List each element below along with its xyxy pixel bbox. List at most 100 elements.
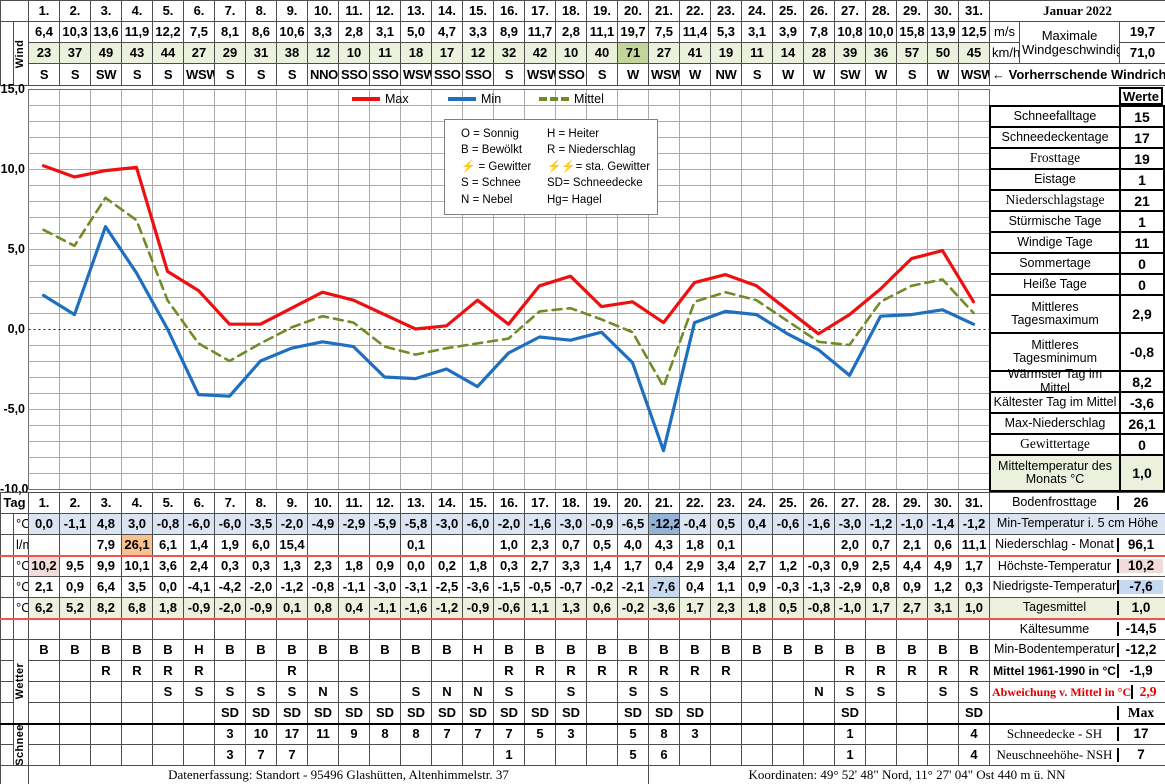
weather-code-cell	[524, 681, 556, 703]
data-cell: -1,1	[369, 597, 401, 620]
right-panel-value: 17	[1117, 726, 1163, 742]
wind-speed-ms-cell: 7,5	[648, 21, 680, 43]
data-cell	[338, 534, 370, 557]
wind-speed-kmh-cell: 23	[28, 42, 60, 64]
weather-code-cell: S	[555, 681, 587, 703]
weather-code-cell: B	[803, 639, 835, 661]
weather-code-entry: N = Nebel	[461, 193, 513, 206]
data-cell: 1,2	[772, 555, 804, 577]
weather-code-cell	[710, 681, 742, 703]
weather-code-cell: R	[679, 660, 711, 682]
data-row: °C2,10,96,43,50,0-4,1-4,2-2,0-1,2-0,8-1,…	[0, 576, 1165, 598]
data-cell: 6,2	[28, 597, 60, 620]
wind-speed-kmh-cell: 12	[462, 42, 494, 64]
weather-code-cell: B	[741, 639, 773, 661]
data-cell: 8,2	[90, 597, 122, 620]
weather-code-cell: SD	[400, 702, 432, 724]
weather-code: Hg	[547, 193, 562, 206]
wind-direction-cell: S	[276, 63, 308, 86]
day-header: 15.	[462, 492, 494, 514]
wind-speed-kmh-cell: 27	[648, 42, 680, 64]
weather-code-column: H = Heiter R = Niederschlag ⚡⚡= sta. Gewit…	[547, 126, 650, 208]
weather-code-cell: R	[865, 660, 897, 682]
day-header: 23.	[710, 492, 742, 514]
wind-speed-ms-cell: 3,3	[462, 21, 494, 43]
data-cell: 0,8	[865, 576, 897, 598]
sidebar-header-spacer	[991, 87, 1119, 105]
sidebar-stat-label: Mittleres Tagesmaximum	[1011, 299, 1099, 327]
weather-code-cell	[927, 722, 959, 745]
weather-code-cell: N	[462, 681, 494, 703]
data-cell: -6,0	[462, 513, 494, 535]
day-header: 11.	[338, 492, 370, 514]
data-cell: -3,5	[245, 513, 277, 535]
weather-code-cell: SD	[276, 702, 308, 724]
day-header: 25.	[772, 0, 804, 22]
weather-code-cell: B	[679, 639, 711, 661]
right-panel-value: 2,9	[1131, 684, 1163, 700]
weather-code-cell: 7	[431, 722, 463, 745]
weather-code-cell	[28, 744, 60, 766]
new-snow-row: 3 7 7 1 5 6 1 4 Neuschneehöhe- NSH 7	[0, 744, 1165, 766]
right-panel-row: Schneedecke - SH 17	[992, 726, 1163, 742]
wind-direction-cell: SSO	[369, 63, 401, 86]
day-header: 30.	[927, 0, 959, 22]
day-header: 27.	[834, 492, 866, 514]
weather-code-cell: SD	[648, 702, 680, 724]
weather-code-cell	[896, 744, 928, 766]
right-panel-row: Mittel 1961-1990 in °C -1,9	[992, 663, 1163, 679]
weather-code-cell	[121, 681, 153, 703]
weather-code-cell: 1	[834, 722, 866, 745]
wind-speed-kmh-cell: 39	[834, 42, 866, 64]
right-panel-label: Min-Temperatur i. 5 cm Höhe	[996, 516, 1159, 531]
data-cell: 4,0	[617, 534, 649, 557]
weather-code-cell: S	[183, 681, 215, 703]
sidebar-stat-row: Frosttage 19	[989, 147, 1165, 168]
max-wind-kmh-value: 71,0	[1118, 42, 1165, 64]
weather-code-cell: S	[865, 681, 897, 703]
wind-table-body: 1. 2. 3. 4. 5. 6. 7. 8. 9. 10. 11. 12. 13. 14. 15. 16. 1…	[0, 0, 1165, 86]
right-panel-cell: Min-Temperatur i. 5 cm Höhe	[989, 513, 1165, 535]
footer-coordinates-text: Koordinaten: 49° 52' 48" Nord, 11° 27' 0…	[648, 765, 1165, 784]
empty-cell	[679, 618, 711, 640]
day-header: 24.	[741, 0, 773, 22]
right-panel-value: 10,2	[1117, 558, 1163, 574]
wind-speed-ms-cell: 10,3	[59, 21, 91, 43]
data-cell: -0,9	[586, 513, 618, 535]
empty-cell	[648, 618, 680, 640]
wind-speed-kmh-cell: 29	[214, 42, 246, 64]
weather-code-cell	[772, 702, 804, 724]
weather-code-cell	[586, 702, 618, 724]
data-cell: 6,4	[90, 576, 122, 598]
day-header: 5.	[152, 0, 184, 22]
wind-direction-cell: W	[927, 63, 959, 86]
weather-code-cell: SD	[307, 702, 339, 724]
day-header: 25.	[772, 492, 804, 514]
weather-code-cell	[369, 744, 401, 766]
weather-code-cell	[338, 660, 370, 682]
weather-code: S	[461, 177, 469, 190]
data-cell: -1,6	[400, 597, 432, 620]
weather-code-cell: B	[524, 639, 556, 661]
data-cell: 10,1	[121, 555, 153, 577]
weather-code-cell	[307, 660, 339, 682]
data-cell: 2,3	[524, 534, 556, 557]
data-cell: 3,3	[555, 555, 587, 577]
wind-direction-row: SSSWSSWSWSSSNNOSSOSSOWSWSSOSSOSWSWSSOSWW…	[1, 63, 1165, 86]
day-header: 22.	[679, 0, 711, 22]
weather-code-cell: B	[431, 639, 463, 661]
weather-code-cell: R	[121, 660, 153, 682]
empty-cell	[214, 618, 246, 640]
empty-cell	[369, 618, 401, 640]
data-cell: -2,1	[617, 576, 649, 598]
gridlines	[28, 89, 990, 490]
empty-cell	[400, 618, 432, 640]
sidebar-header-werte: Werte	[1119, 87, 1163, 105]
weather-code-cell: 8	[648, 722, 680, 745]
weather-code-cell	[803, 744, 835, 766]
day-header: 4.	[121, 492, 153, 514]
data-cell: 1,3	[276, 555, 308, 577]
weather-code-cell: B	[338, 639, 370, 661]
weather-code-cell	[431, 744, 463, 766]
weather-code-cell: SD	[555, 702, 587, 724]
